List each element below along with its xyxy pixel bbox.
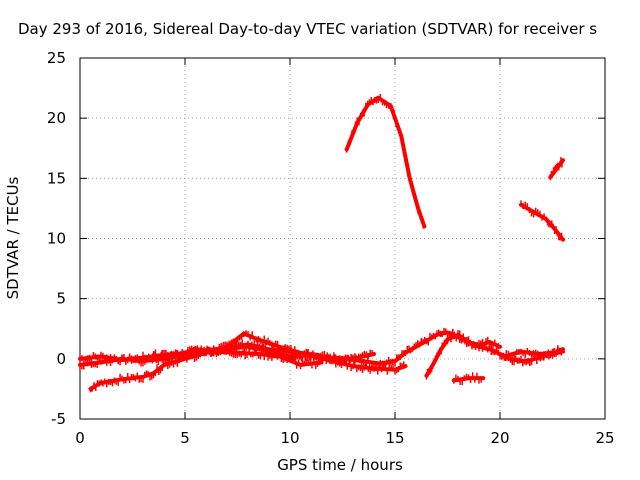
series-line (344, 95, 427, 229)
chart-title: Day 293 of 2016, Sidereal Day-to-day VTE… (18, 20, 597, 38)
y-axis-label: SDTVAR / TECUs (4, 176, 22, 299)
y-tick-label: -5 (51, 410, 66, 428)
x-tick-label: 20 (490, 429, 509, 447)
series-track-7 (344, 93, 427, 229)
series-track-9 (548, 157, 565, 181)
x-tick-label: 25 (595, 429, 614, 447)
x-tick-label: 0 (75, 429, 85, 447)
y-tick-label: 0 (56, 350, 66, 368)
series-track-5 (424, 330, 502, 380)
series-track-8 (519, 200, 565, 242)
x-tick-label: 15 (385, 429, 404, 447)
axes: 0 5 10 15 20 25 -5 0 5 10 15 20 25 (47, 49, 615, 447)
series-track-3 (88, 341, 376, 393)
y-tick-label: 10 (47, 230, 66, 248)
y-tick-label: 25 (47, 49, 66, 67)
y-tick-label: 15 (47, 169, 66, 187)
x-tick-label: 5 (180, 429, 190, 447)
y-tick-label: 20 (47, 109, 66, 127)
x-tick-label: 10 (280, 429, 299, 447)
series-track-6 (502, 345, 565, 361)
y-tick-label: 5 (56, 290, 66, 308)
series-track-10 (451, 372, 486, 386)
x-axis-label: GPS time / hours (277, 456, 403, 474)
series-track-4 (151, 345, 324, 370)
data-series (78, 93, 565, 393)
